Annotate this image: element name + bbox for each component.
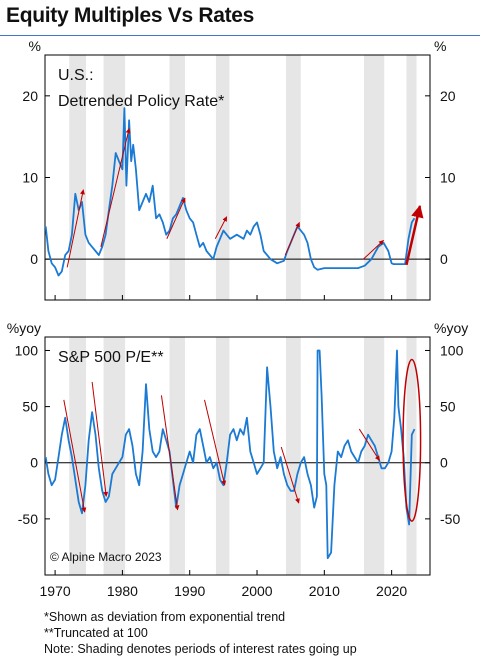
pe-panel-label-0: S&P 500 P/E** [58,349,164,366]
policy-rate-panel: 0 0 10 10 20 20% % U.S.: Detrended Policy Rate* [22,38,456,301]
rate-ytick-label-left-1: 10 [22,170,38,186]
credit-label: © Alpine Macro 2023 [50,550,162,564]
pe-trend-arrow-5 [358,428,380,461]
pe-unit-right: %yoy [434,320,468,336]
chart-title: Equity Multiples Vs Rates [6,4,255,27]
rate-ytick-label-right-0: 0 [440,251,448,267]
x-axis-label-3: 2000 [241,583,272,599]
rate-trend-arrow-5 [363,240,384,260]
rate-shade-band-1 [103,55,126,300]
pe-trend-arrow-1 [91,381,109,497]
pe-unit-left: %yoy [7,320,41,336]
footnote-shading: Note: Shading denotes periods of interes… [44,642,357,656]
pe-ytick-label-left-3: 100 [15,342,39,358]
rate-ytick-label-right-1: 10 [440,170,456,186]
pe-shade-band-5 [364,337,385,575]
pe-ytick-label-left-0: -50 [18,511,38,527]
pe-shade-band-4 [285,337,301,575]
rate-shade-band-5 [364,55,385,300]
x-axis: 1970 1980 1990 2000 2010 2020 [40,583,408,599]
rate-shade-band-3 [215,55,230,300]
rate-shade-band-0 [69,55,87,300]
pe-series-line [44,349,416,560]
rate-shade-band-4 [285,55,301,300]
rate-unit-left: % [29,38,41,54]
pe-ytick-label-right-0: -50 [440,511,460,527]
x-axis-label-1: 1980 [107,583,138,599]
pe-trend-arrow-4 [280,446,300,504]
rate-ytick-label-right-2: 20 [440,88,456,104]
x-axis-label-0: 1970 [40,583,71,599]
rate-ytick-label-left-2: 20 [22,88,38,104]
rate-trend-arrow-1 [100,128,131,248]
rate-trend-arrow-3 [214,216,228,239]
rate-trend-arrow-0 [66,189,85,268]
rate-trend-arrow-6 [405,204,424,266]
rate-trend-arrow-2 [166,197,186,239]
title-divider [0,35,480,36]
rate-panel-label-1: Detrended Policy Rate* [58,93,224,110]
rate-series-line [44,107,416,277]
x-axis-label-2: 1990 [174,583,205,599]
rate-panel-label-0: U.S.: [58,67,94,84]
pe-shade-band-1 [103,337,126,575]
pe-shade-band-3 [215,337,230,575]
pe-ytick-label-right-2: 50 [440,399,456,415]
pe-trend-arrow-3 [204,399,227,486]
x-axis-label-5: 2020 [376,583,407,599]
pe-trend-arrow-2 [160,395,180,511]
pe-ytick-label-left-1: 0 [30,455,38,471]
pe-trend-arrow-0 [63,399,87,513]
pe-highlight-ellipse [402,358,422,522]
rate-unit-right: % [434,38,446,54]
footnote-trend: *Shown as deviation from exponential tre… [44,610,286,624]
rate-trend-arrow-4 [284,221,300,256]
rate-shade-band-6 [406,55,417,300]
footnote-truncated: **Truncated at 100 [44,626,148,640]
rate-ytick-label-left-0: 0 [30,251,38,267]
pe-shade-band-0 [69,337,87,575]
pe-ytick-label-left-2: 50 [22,399,38,415]
pe-panel: -50 -50 0 0 50 50 100 100 %yoy %yoy S&P 500 P/E** [7,320,468,576]
pe-plot-frame [44,336,431,576]
pe-shade-band-2 [169,337,185,575]
rate-shade-band-2 [169,55,185,300]
x-axis-label-4: 2010 [309,583,340,599]
pe-ytick-label-right-1: 0 [440,455,448,471]
pe-ytick-label-right-3: 100 [440,342,464,358]
